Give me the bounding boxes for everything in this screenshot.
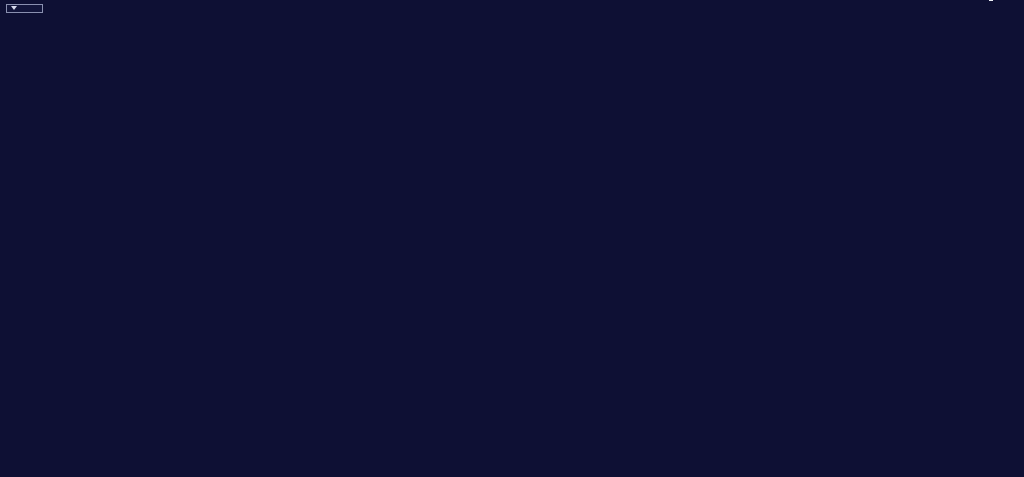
symbol-ohlc-box[interactable] (6, 4, 43, 13)
symbol-collapse-icon[interactable] (11, 6, 17, 10)
current-price-tag (989, 0, 993, 1)
